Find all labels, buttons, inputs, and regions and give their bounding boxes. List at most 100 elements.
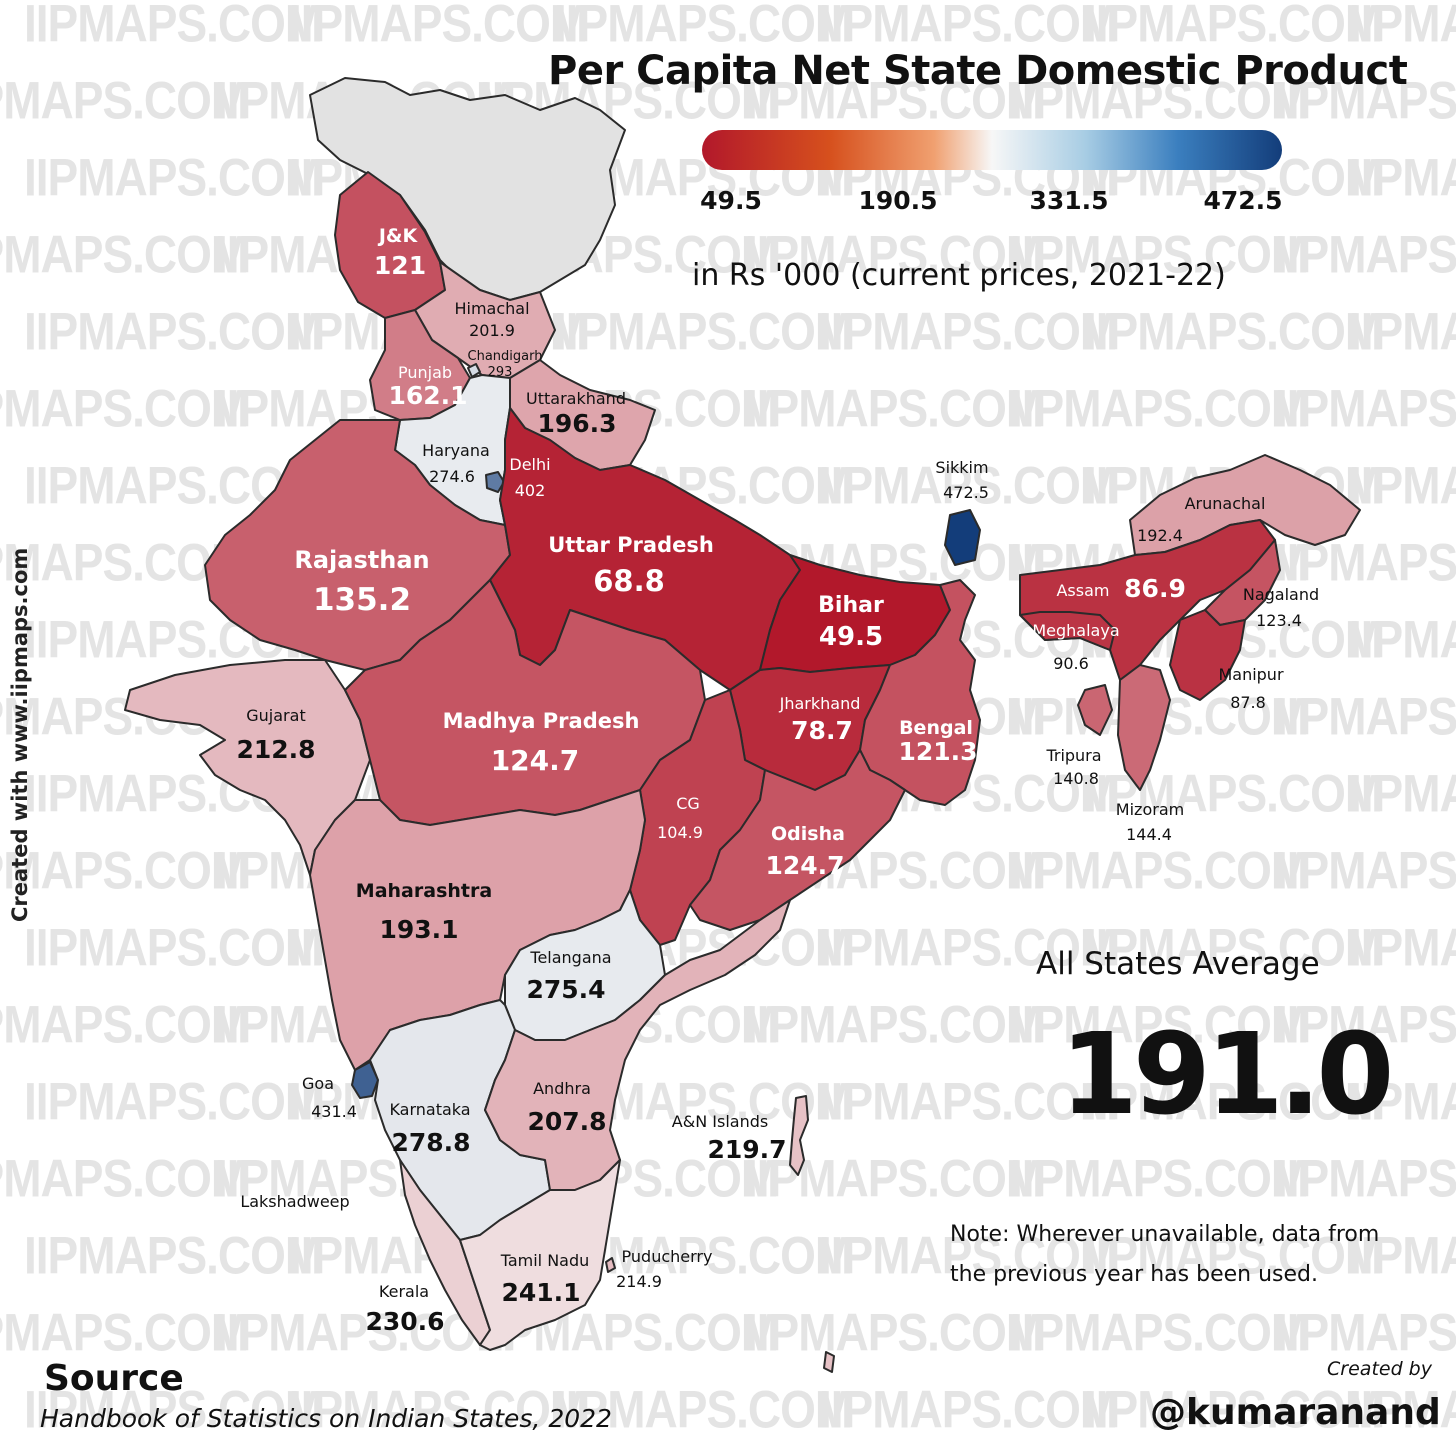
watermark-text: IIPMAPS.COM: [0, 378, 249, 438]
watermark-text: IIPMAPS.COM: [289, 0, 588, 53]
label-meghalaya-value: 90.6: [1053, 654, 1089, 673]
label-karnataka-value: 278.8: [391, 1128, 470, 1157]
watermark-text: IIPMAPS.COM: [819, 917, 1118, 977]
label-puducherry-value: 214.9: [616, 1272, 662, 1291]
note-line-2: the previous year has been used.: [950, 1262, 1318, 1287]
watermark-text: IIPMAPS.COM: [1349, 917, 1456, 977]
watermark-text: IIPMAPS.COM: [1084, 1379, 1383, 1439]
watermark-text: IIPMAPS.COM: [1349, 1225, 1456, 1285]
label-punjab-value: 162.1: [388, 381, 467, 410]
label-odisha-name: Odisha: [771, 823, 845, 845]
map-title: Per Capita Net State Domestic Product: [548, 48, 1408, 94]
watermark-text: IIPMAPS.COM: [24, 917, 323, 977]
watermark-text: IIPMAPS.COM: [745, 1302, 1044, 1362]
watermark-text: IIPMAPS.COM: [0, 1148, 249, 1208]
watermark-text: IIPMAPS.COM: [1010, 840, 1309, 900]
legend-tick-2: 190.5: [858, 186, 938, 215]
label-chandigarh-value: 293: [488, 365, 513, 380]
label-andhra-value: 207.8: [527, 1107, 606, 1136]
watermark-text: IIPMAPS.COM: [0, 224, 249, 284]
label-chandigarh-name: Chandigarh: [468, 349, 543, 364]
label-bihar-value: 49.5: [819, 622, 883, 652]
legend-tick-max: 472.5: [1203, 186, 1283, 215]
source-title: Source: [44, 1358, 184, 1399]
watermark-text: IIPMAPS.COM: [1084, 917, 1383, 977]
label-arunachal-name: Arunachal: [1185, 494, 1266, 513]
label-himachal-value: 201.9: [469, 321, 515, 340]
state-sikkim[interactable]: [944, 509, 981, 566]
watermark-text: IIPMAPS.COM: [289, 1379, 588, 1439]
side-credit: Created with www.iipmaps.com: [8, 547, 32, 922]
label-mp-value: 124.7: [491, 744, 580, 777]
units-subtitle: in Rs '000 (current prices, 2021-22): [692, 258, 1226, 293]
label-tripura-value: 140.8: [1053, 769, 1099, 788]
watermark-text: IIPMAPS.COM: [819, 1225, 1118, 1285]
label-kerala-name: Kerala: [379, 1282, 429, 1301]
legend-tick-min: 49.5: [700, 186, 762, 215]
label-nagaland-name: Nagaland: [1243, 585, 1319, 604]
label-meghalaya-name: Meghalaya: [1032, 621, 1119, 640]
average-value: 191.0: [1060, 1010, 1394, 1140]
label-sikkim-value: 472.5: [943, 483, 989, 502]
watermark-text: IIPMAPS.COM: [745, 994, 1044, 1054]
label-arunachal-value: 192.4: [1137, 526, 1183, 545]
watermark-text: IIPMAPS.COM: [1275, 686, 1456, 746]
watermark-text: IIPMAPS.COM: [1349, 609, 1456, 669]
watermark-text: IIPMAPS.COM: [819, 301, 1118, 361]
label-puducherry-name: Puducherry: [622, 1247, 713, 1266]
label-bihar-name: Bihar: [818, 593, 884, 618]
state-chandigarh[interactable]: [467, 363, 481, 378]
label-uttarakhand-name: Uttarakhand: [526, 389, 626, 408]
watermark-text: IIPMAPS.COM: [819, 455, 1118, 515]
label-nagaland-value: 123.4: [1256, 611, 1302, 630]
label-cg-name: CG: [676, 794, 700, 813]
created-by-label: Created by: [1327, 1358, 1432, 1380]
state-an-islands-south[interactable]: [823, 1351, 835, 1373]
state-mizoram[interactable]: [1117, 664, 1171, 791]
state-manipur[interactable]: [1169, 609, 1246, 701]
label-jharkhand-value: 78.7: [791, 716, 853, 745]
label-maharashtra-value: 193.1: [379, 915, 458, 944]
watermark-text: IIPMAPS.COM: [819, 0, 1118, 53]
label-sikkim-name: Sikkim: [935, 458, 988, 477]
label-tripura-name: Tripura: [1045, 746, 1101, 765]
state-tripura[interactable]: [1077, 684, 1113, 736]
label-bengal-name: Bengal: [899, 717, 973, 739]
watermark-text: IIPMAPS.COM: [1275, 70, 1456, 130]
legend-color-bar: [702, 130, 1282, 170]
label-telangana-value: 275.4: [526, 975, 605, 1004]
label-bengal-value: 121.3: [898, 737, 977, 766]
label-goa-value: 431.4: [311, 1102, 357, 1121]
watermark-text: IIPMAPS.COM: [554, 301, 853, 361]
label-manipur-value: 87.8: [1230, 693, 1266, 712]
watermark-text: IIPMAPS.COM: [1010, 70, 1309, 130]
watermark-text: IIPMAPS.COM: [24, 1071, 323, 1131]
label-andhra-name: Andhra: [533, 1079, 591, 1098]
state-odisha[interactable]: [689, 749, 906, 931]
state-delhi[interactable]: [485, 471, 505, 493]
label-rajasthan-value: 135.2: [313, 582, 411, 618]
state-tn[interactable]: [459, 1159, 621, 1351]
watermark-text: IIPMAPS.COM: [1349, 1071, 1456, 1131]
watermark-text: IIPMAPS.COM: [24, 301, 323, 361]
watermark-text: IIPMAPS.COM: [819, 1379, 1118, 1439]
label-assam-name: Assam: [1056, 581, 1109, 600]
label-himachal-name: Himachal: [454, 299, 529, 318]
watermark-text: IIPMAPS.COM: [745, 70, 1044, 130]
label-delhi-name: Delhi: [509, 455, 550, 474]
state-meghalaya[interactable]: [1019, 611, 1116, 651]
label-mizoram-name: Mizoram: [1116, 800, 1184, 819]
watermark-text: IIPMAPS.COM: [0, 70, 249, 130]
state-an-islands[interactable]: [789, 1095, 809, 1176]
watermark-text: IIPMAPS.COM: [1275, 378, 1456, 438]
state-andhra[interactable]: [484, 899, 791, 1191]
label-maharashtra-name: Maharashtra: [356, 880, 492, 902]
label-up-value: 68.8: [593, 564, 665, 598]
state-bengal[interactable]: [859, 579, 981, 806]
watermark-text: IIPMAPS.COM: [1010, 1302, 1309, 1362]
label-lakshadweep-name: Lakshadweep: [240, 1192, 349, 1211]
state-puducherry[interactable]: [605, 1257, 616, 1273]
watermark-text: IIPMAPS.COM: [1084, 1225, 1383, 1285]
watermark-text: IIPMAPS.COM: [1275, 224, 1456, 284]
watermark-text: IIPMAPS.COM: [1010, 378, 1309, 438]
